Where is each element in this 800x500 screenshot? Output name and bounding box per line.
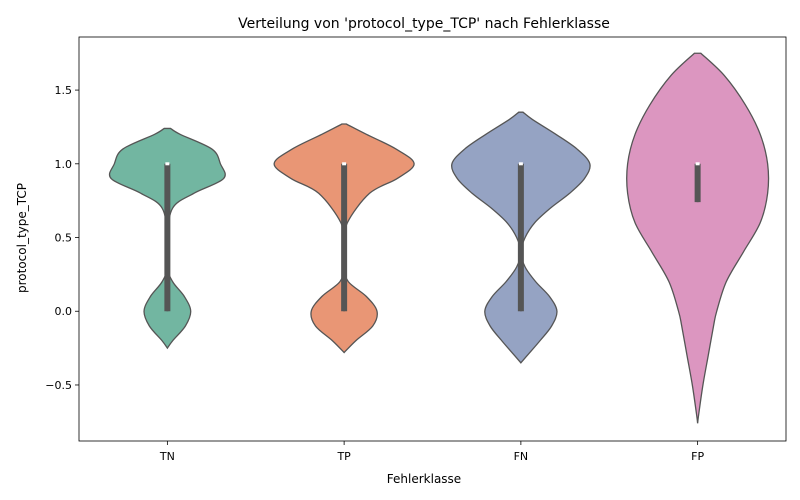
median-marker-fp	[695, 162, 700, 166]
x-tick-label-tp: TP	[336, 450, 351, 463]
y-axis-label: protocol_type_TCP	[15, 183, 29, 293]
y-tick-label: 0.0	[55, 305, 73, 318]
median-marker-tn	[165, 162, 170, 166]
y-tick-label: 0.5	[55, 232, 73, 245]
plot-area	[108, 52, 770, 424]
x-tick-label-fn: FN	[514, 450, 529, 463]
x-axis-label: Fehlerklasse	[387, 472, 461, 486]
median-marker-fn	[518, 162, 523, 166]
median-marker-tp	[342, 162, 347, 166]
y-tick-label: 1.0	[55, 158, 73, 171]
plot-frame	[78, 36, 787, 442]
x-axis: TN TP FN FP	[159, 441, 704, 463]
violin-fp	[626, 52, 770, 424]
y-tick-label: 1.5	[55, 84, 73, 97]
x-tick-label-fp: FP	[691, 450, 704, 463]
x-tick-label-tn: TN	[159, 450, 175, 463]
chart-title: Verteilung von 'protocol_type_TCP' nach …	[238, 16, 610, 32]
y-tick-label: −0.5	[45, 379, 72, 392]
y-axis: −0.5 0.0 0.5 1.0 1.5	[45, 84, 79, 392]
